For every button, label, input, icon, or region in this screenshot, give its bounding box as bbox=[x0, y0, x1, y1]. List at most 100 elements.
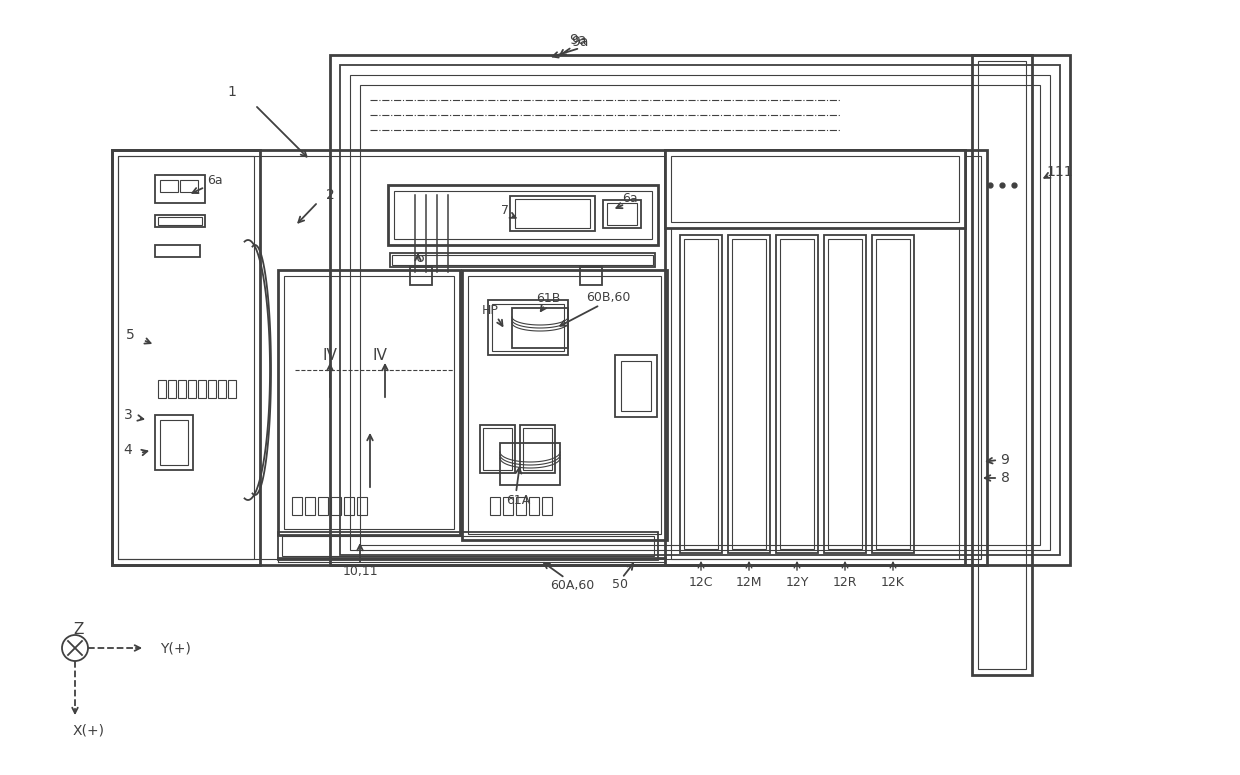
Text: 111: 111 bbox=[1047, 165, 1074, 179]
Bar bbox=[484, 428, 512, 470]
Bar bbox=[179, 380, 186, 398]
Bar bbox=[500, 443, 560, 485]
Bar bbox=[665, 150, 965, 228]
Bar bbox=[360, 85, 1040, 545]
Bar bbox=[112, 150, 987, 565]
Text: 3: 3 bbox=[124, 408, 133, 422]
Bar bbox=[218, 380, 226, 398]
Bar bbox=[167, 380, 176, 398]
Bar bbox=[228, 380, 236, 398]
Text: 61B: 61B bbox=[536, 291, 560, 305]
Bar bbox=[394, 191, 652, 239]
Bar bbox=[671, 156, 959, 222]
Text: Z: Z bbox=[73, 622, 83, 638]
Bar bbox=[480, 425, 515, 473]
Bar bbox=[155, 175, 205, 203]
Bar bbox=[776, 235, 818, 553]
Bar bbox=[155, 245, 200, 257]
Bar bbox=[492, 304, 564, 351]
Bar bbox=[510, 196, 595, 231]
Bar bbox=[515, 199, 590, 228]
Text: 4: 4 bbox=[124, 443, 133, 457]
Bar bbox=[112, 150, 260, 565]
Text: 10,11: 10,11 bbox=[342, 566, 378, 578]
Bar bbox=[331, 497, 341, 515]
Bar bbox=[343, 497, 353, 515]
Bar bbox=[671, 156, 959, 559]
Bar bbox=[463, 270, 667, 540]
Bar bbox=[603, 200, 641, 228]
Bar bbox=[118, 156, 981, 559]
Bar bbox=[978, 61, 1025, 669]
Bar bbox=[728, 235, 770, 553]
Text: IV: IV bbox=[372, 347, 387, 363]
Bar bbox=[157, 217, 202, 225]
Bar bbox=[732, 239, 766, 549]
Bar bbox=[523, 428, 552, 470]
Bar bbox=[157, 380, 166, 398]
Bar bbox=[615, 355, 657, 417]
Bar bbox=[208, 380, 216, 398]
Text: 8: 8 bbox=[1001, 471, 1009, 485]
Bar bbox=[489, 300, 568, 355]
Bar bbox=[529, 497, 539, 515]
Bar bbox=[872, 235, 914, 553]
Bar bbox=[291, 497, 303, 515]
Text: 6: 6 bbox=[415, 251, 424, 265]
Bar bbox=[160, 180, 179, 192]
Bar bbox=[388, 185, 658, 245]
Text: 9a: 9a bbox=[572, 35, 589, 49]
Text: 2: 2 bbox=[326, 188, 335, 202]
Bar bbox=[410, 267, 432, 285]
Bar bbox=[684, 239, 718, 549]
Bar bbox=[520, 425, 556, 473]
Text: Y(+): Y(+) bbox=[160, 641, 191, 655]
Text: 12Y: 12Y bbox=[785, 576, 808, 588]
Bar bbox=[503, 497, 513, 515]
Bar bbox=[580, 267, 601, 285]
Bar bbox=[198, 380, 206, 398]
Bar bbox=[512, 308, 568, 348]
Bar bbox=[278, 270, 460, 535]
Text: 12M: 12M bbox=[735, 576, 763, 588]
Bar bbox=[284, 276, 454, 529]
Bar bbox=[392, 255, 653, 265]
Text: 5: 5 bbox=[125, 328, 134, 342]
Bar bbox=[828, 239, 862, 549]
Text: 60A,60: 60A,60 bbox=[549, 578, 594, 591]
Text: 12K: 12K bbox=[882, 576, 905, 588]
Text: 12C: 12C bbox=[688, 576, 713, 588]
Bar bbox=[160, 420, 188, 465]
Bar bbox=[281, 536, 653, 556]
Bar bbox=[350, 75, 1050, 550]
Text: 6a: 6a bbox=[207, 174, 223, 187]
Text: 12R: 12R bbox=[833, 576, 857, 588]
Bar bbox=[972, 55, 1032, 675]
Bar bbox=[155, 415, 193, 470]
Bar bbox=[340, 65, 1060, 555]
Bar bbox=[357, 497, 367, 515]
Text: 7: 7 bbox=[501, 204, 508, 216]
Bar bbox=[665, 150, 965, 565]
Text: 60B,60: 60B,60 bbox=[585, 291, 630, 305]
Bar bbox=[305, 497, 315, 515]
Bar bbox=[467, 276, 661, 534]
Bar bbox=[516, 497, 526, 515]
Bar bbox=[188, 380, 196, 398]
Bar bbox=[278, 532, 658, 560]
Text: 1: 1 bbox=[228, 85, 237, 99]
Bar bbox=[780, 239, 813, 549]
Bar bbox=[875, 239, 910, 549]
Bar bbox=[621, 361, 651, 411]
Text: 6a: 6a bbox=[622, 191, 637, 205]
Bar bbox=[317, 497, 329, 515]
Bar bbox=[542, 497, 552, 515]
Bar bbox=[608, 203, 637, 225]
Text: IV: IV bbox=[322, 347, 337, 363]
Text: 9: 9 bbox=[1001, 453, 1009, 467]
Text: X(+): X(+) bbox=[73, 723, 105, 737]
Text: HP: HP bbox=[481, 304, 498, 316]
Bar bbox=[180, 180, 198, 192]
Bar bbox=[391, 253, 655, 267]
Text: 50: 50 bbox=[613, 578, 627, 591]
